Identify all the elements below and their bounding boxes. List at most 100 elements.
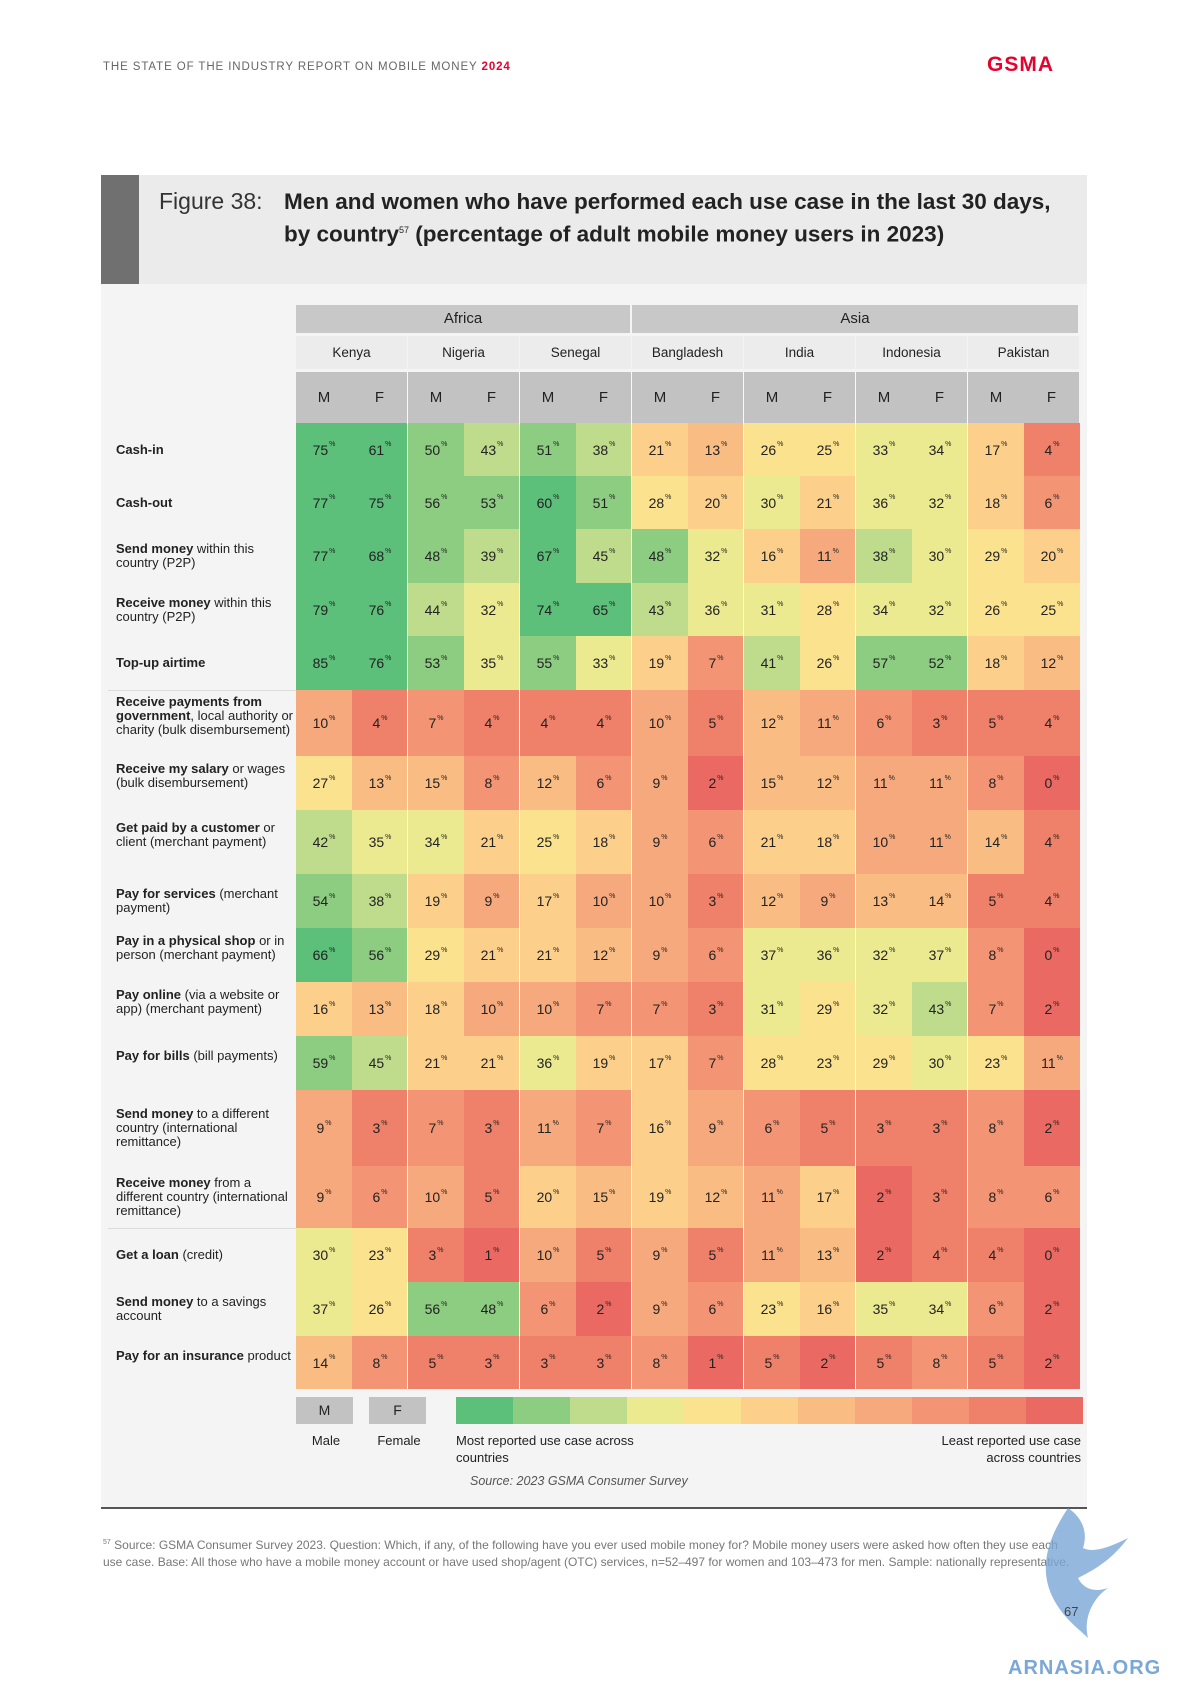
cell-value: 14	[928, 893, 945, 909]
heatmap-cell: 8%	[968, 928, 1024, 982]
cell-unit: %	[329, 441, 336, 448]
cell-unit: %	[329, 892, 336, 900]
legend-least-label: Least reported use case across countries	[941, 1433, 1081, 1465]
cell-value: 1	[708, 1354, 717, 1371]
cell-value: 11	[761, 1189, 776, 1205]
heatmap-cell: 14%	[968, 810, 1024, 874]
cell-value: 21	[480, 1055, 497, 1071]
cell-value: 6	[708, 834, 717, 850]
cell-unit: %	[385, 1246, 392, 1254]
heatmap-cell: 3%	[856, 1090, 912, 1166]
heatmap-cell: 9%	[632, 928, 688, 982]
cell-value: 5	[428, 1354, 437, 1371]
country-header-india: India	[744, 336, 855, 369]
cell-value: 28	[816, 601, 833, 618]
cell-unit: %	[381, 1119, 388, 1127]
cell-unit: %	[721, 1188, 728, 1196]
cell-value: 37	[928, 947, 945, 963]
gender-header-m: M	[632, 372, 688, 423]
cell-value: 37	[312, 1301, 329, 1317]
cell-unit: %	[661, 1300, 668, 1308]
heatmap-cell: 6%	[688, 810, 744, 874]
heatmap-cell: 9%	[296, 1090, 352, 1166]
row-label-rest: (via a website or app) (merchant payment…	[116, 987, 280, 1016]
heatmap-cell: 4%	[1024, 423, 1080, 476]
cell-value: 31	[760, 601, 777, 618]
heatmap-cell: 10%	[856, 810, 912, 874]
cell-value: 13	[816, 1247, 833, 1263]
cell-unit: %	[945, 654, 952, 662]
heatmap-cell: 21%	[464, 1036, 520, 1090]
cell-value: 3	[540, 1354, 549, 1371]
cell-unit: %	[329, 1054, 336, 1062]
cell-value: 5	[764, 1354, 773, 1371]
cell-unit: %	[553, 547, 560, 555]
heatmap-cell: 25%	[1024, 583, 1080, 636]
country-divider	[855, 372, 856, 1389]
cell-value: 59	[312, 1055, 329, 1071]
row-label-rest: (credit)	[178, 1247, 223, 1262]
cell-value: 3	[932, 1120, 941, 1136]
cell-unit: %	[829, 1354, 836, 1361]
heatmap-cell: 51%	[520, 423, 576, 476]
heatmap-cell: 33%	[576, 636, 632, 690]
heatmap-cell: 4%	[520, 690, 576, 756]
cell-value: 3	[932, 1189, 941, 1205]
cell-value: 15	[592, 1189, 609, 1205]
cell-value: 29	[984, 548, 1001, 564]
cell-value: 5	[876, 1354, 885, 1371]
cell-unit: %	[553, 774, 560, 782]
row-label-bold: Get a loan	[116, 1247, 179, 1262]
row-label: Send money within this country (P2P)	[116, 529, 296, 583]
cell-unit: %	[665, 654, 672, 662]
heatmap-cell: 76%	[352, 583, 408, 636]
cell-value: 10	[536, 1247, 553, 1263]
cell-value: 6	[540, 1301, 549, 1317]
heatmap-cell: 2%	[1024, 1090, 1080, 1166]
cell-value: 14	[312, 1354, 329, 1371]
legend-color-swatch	[684, 1397, 741, 1424]
cell-value: 3	[428, 1247, 437, 1263]
cell-value: 7	[596, 1001, 605, 1017]
heatmap-cell: 10%	[632, 690, 688, 756]
cell-value: 18	[424, 1001, 441, 1017]
cell-unit: %	[497, 833, 504, 841]
figure-label: Figure 38:	[159, 188, 263, 214]
heatmap-cell: 37%	[912, 928, 968, 982]
row-label-rest: product	[243, 1347, 291, 1363]
heatmap-cell: 29%	[800, 982, 856, 1036]
country-header-indonesia: Indonesia	[856, 336, 967, 369]
heatmap-cell: 5%	[576, 1228, 632, 1282]
cell-unit: %	[721, 494, 728, 501]
cell-unit: %	[329, 833, 336, 841]
cell-unit: %	[997, 774, 1004, 782]
row-label-rest: within this country (P2P)	[116, 541, 254, 570]
cell-value: 34	[424, 834, 441, 850]
cell-unit: %	[1053, 1119, 1060, 1127]
cell-unit: %	[833, 601, 840, 608]
heatmap-cell: 43%	[912, 982, 968, 1036]
heatmap-cell: 29%	[968, 529, 1024, 583]
country-divider	[519, 372, 520, 1389]
cell-value: 65	[592, 601, 609, 618]
heatmap-cell: 41%	[744, 636, 800, 690]
cell-value: 6	[764, 1120, 773, 1136]
heatmap-cell: 79%	[296, 583, 352, 636]
row-label-bold: Pay for bills	[116, 1048, 190, 1063]
cell-unit: %	[1057, 547, 1064, 555]
cell-unit: %	[661, 1246, 668, 1254]
heatmap-cell: 36%	[520, 1036, 576, 1090]
cell-value: 26	[816, 655, 833, 671]
heatmap-cell: 32%	[856, 928, 912, 982]
cell-value: 60	[536, 494, 553, 511]
cell-unit: %	[888, 774, 895, 782]
cell-value: 23	[984, 1055, 1001, 1071]
row-label-bold: Pay for services	[116, 886, 216, 901]
cell-unit: %	[889, 601, 896, 608]
cell-unit: %	[497, 946, 504, 954]
cell-value: 3	[484, 1120, 493, 1136]
cell-unit: %	[889, 1000, 896, 1008]
cell-value: 5	[988, 1354, 997, 1371]
heatmap-cell: 2%	[856, 1166, 912, 1228]
heatmap-cell: 43%	[464, 423, 520, 476]
